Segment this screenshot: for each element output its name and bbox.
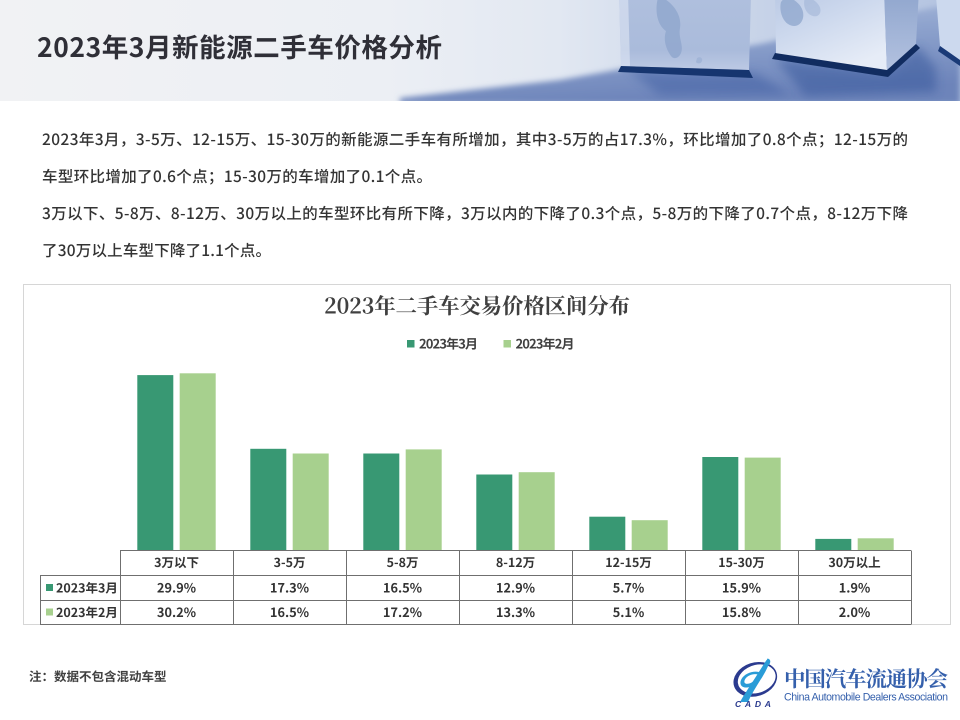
svg-text:China Automobile Dealers Assoc: China Automobile Dealers Association: [784, 692, 948, 704]
svg-text:CADA: CADA: [735, 699, 771, 709]
